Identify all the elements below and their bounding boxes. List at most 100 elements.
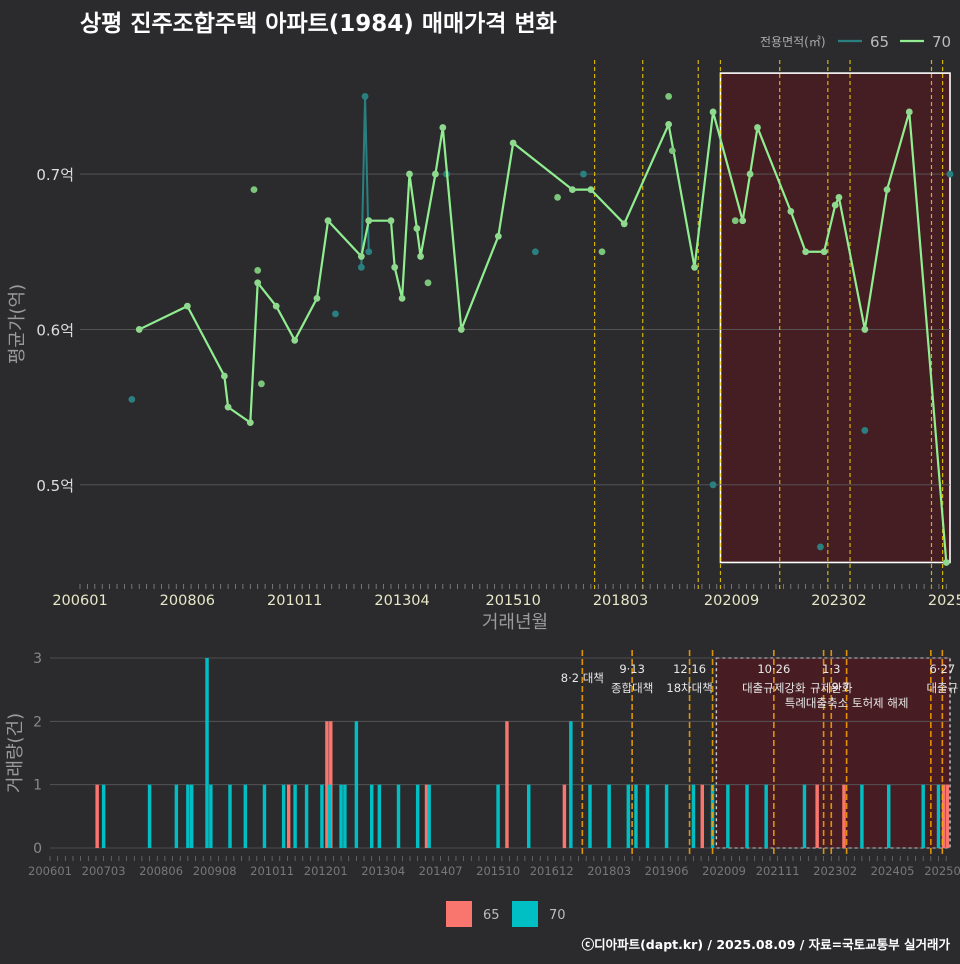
series-70-point — [224, 403, 232, 411]
series-65-bar — [329, 721, 333, 848]
series-70-point — [598, 248, 606, 256]
series-70-point — [398, 294, 406, 302]
series-70-point — [905, 108, 913, 116]
x-tick-label: 202405 — [871, 864, 915, 878]
x-tick-label: 201304 — [361, 864, 405, 878]
policy-text-label: 대출규 — [926, 681, 958, 695]
legend-label-70: 70 — [932, 33, 951, 51]
series-70-bar — [726, 784, 730, 848]
series-70-bar — [936, 784, 941, 848]
policy-text-label: 대출규제강화 — [742, 681, 806, 695]
series-70-point — [220, 372, 228, 380]
series-70-bar — [304, 784, 309, 848]
series-70-bar — [664, 784, 669, 848]
series-70-bar — [496, 784, 500, 848]
policy-date-label: 6·27 — [930, 662, 956, 676]
legend-swatch-65 — [446, 901, 472, 927]
series-70-point — [731, 217, 739, 225]
series-70-point — [668, 147, 676, 155]
series-70-bar — [320, 784, 324, 848]
series-70-point — [665, 120, 673, 128]
series-65-bar — [562, 784, 567, 848]
series-70-point — [861, 326, 869, 333]
series-70-point — [135, 326, 143, 333]
series-70-bar — [281, 784, 286, 848]
series-70-bar — [427, 784, 431, 848]
x-tick-label: 201906 — [645, 864, 689, 878]
legend-bottom: 65 70 — [446, 901, 566, 927]
series-70-point — [457, 326, 465, 333]
series-70-bar — [645, 784, 650, 848]
series-70-bar — [887, 784, 891, 848]
series-70-point — [313, 294, 321, 302]
chart-title: 상평 진주조합주택 아파트(1984) 매매가격 변화 — [80, 11, 557, 37]
x-tick-label: 200601 — [28, 864, 72, 878]
series-70-bar — [626, 784, 631, 848]
series-70-point — [554, 193, 561, 201]
series-65-bar — [945, 784, 950, 848]
policy-text-label: 특례대출축소 토허제 해제 — [785, 696, 909, 710]
y-axis-label: 거래량(건) — [5, 713, 26, 793]
x-minor-ticks — [79, 584, 947, 589]
x-tick-label: 202111 — [756, 864, 800, 878]
x-tick-label: 201011 — [267, 593, 322, 609]
y-tick-label: 0 — [33, 841, 42, 857]
x-tick-label: 202009 — [704, 593, 759, 609]
x-tick-label: 202507 — [924, 864, 960, 878]
policy-date-label: 9·13 — [619, 662, 645, 676]
series-65-bar — [700, 784, 704, 848]
legend-title: 전용면적(㎡) — [760, 35, 826, 49]
y-tick-label: 0.5억 — [36, 477, 74, 495]
policy-date-label: 1·3 — [822, 662, 840, 676]
price-panel: 0.5억 0.6억 0.7억 200601 200806 201011 201304 2015… — [7, 33, 960, 633]
x-axis-label: 거래년월 — [482, 612, 548, 633]
x-tick-label: 202302 — [811, 593, 866, 609]
x-tick-label: 200703 — [82, 864, 126, 878]
series-70-point — [494, 232, 502, 240]
series-70-point — [387, 217, 395, 225]
volume-panel: 0 1 2 3 8·2 대책 9·13 종합대책 12·16 18차대책 10·26 대출규제강화 1… — [5, 650, 960, 927]
series-70-point — [568, 186, 576, 194]
series-70-point — [831, 201, 839, 209]
series-70-point — [665, 93, 673, 100]
series-70-point — [291, 336, 299, 344]
series-65-bar — [842, 784, 846, 848]
series-70-bar — [293, 784, 297, 848]
y-axis-label: 평균가(억) — [7, 284, 28, 364]
series-65-bar — [505, 721, 509, 848]
series-70-bar — [186, 784, 190, 848]
series-70-point — [365, 217, 373, 225]
series-70-bar — [745, 784, 749, 848]
series-70-point — [439, 124, 447, 131]
series-70-bar — [588, 784, 592, 848]
series-70-bar — [243, 784, 248, 848]
series-70-bar — [634, 784, 638, 848]
policy-side-label: 9·7 — [831, 680, 849, 694]
series-70-bar — [343, 784, 347, 848]
series-70-bar — [101, 784, 106, 848]
series-70-bar — [527, 784, 531, 848]
x-tick-label: 2025 — [928, 593, 960, 609]
series-70-point — [254, 279, 262, 287]
series-70-point — [587, 186, 595, 194]
x-tick-label: 201510 — [485, 593, 540, 609]
series-70-point — [942, 559, 950, 566]
series-70-bar — [327, 784, 332, 848]
series-70-point — [406, 170, 413, 178]
series-70-bar — [189, 784, 194, 848]
series-70-point — [620, 220, 628, 228]
series-70-bar — [354, 721, 359, 848]
series-70-point — [820, 248, 828, 256]
series-65-point — [946, 170, 954, 178]
series-70-point — [417, 253, 424, 260]
series-70-bar — [228, 784, 232, 848]
series-70-bar — [691, 784, 696, 848]
series-70-point — [413, 225, 421, 232]
series-70-bar — [174, 784, 179, 848]
series-70-bar — [377, 784, 382, 848]
series-65-point — [861, 427, 869, 434]
x-tick-label: 200806 — [160, 593, 215, 609]
x-tick-label: 201201 — [304, 864, 348, 878]
series-70-point — [746, 170, 754, 178]
